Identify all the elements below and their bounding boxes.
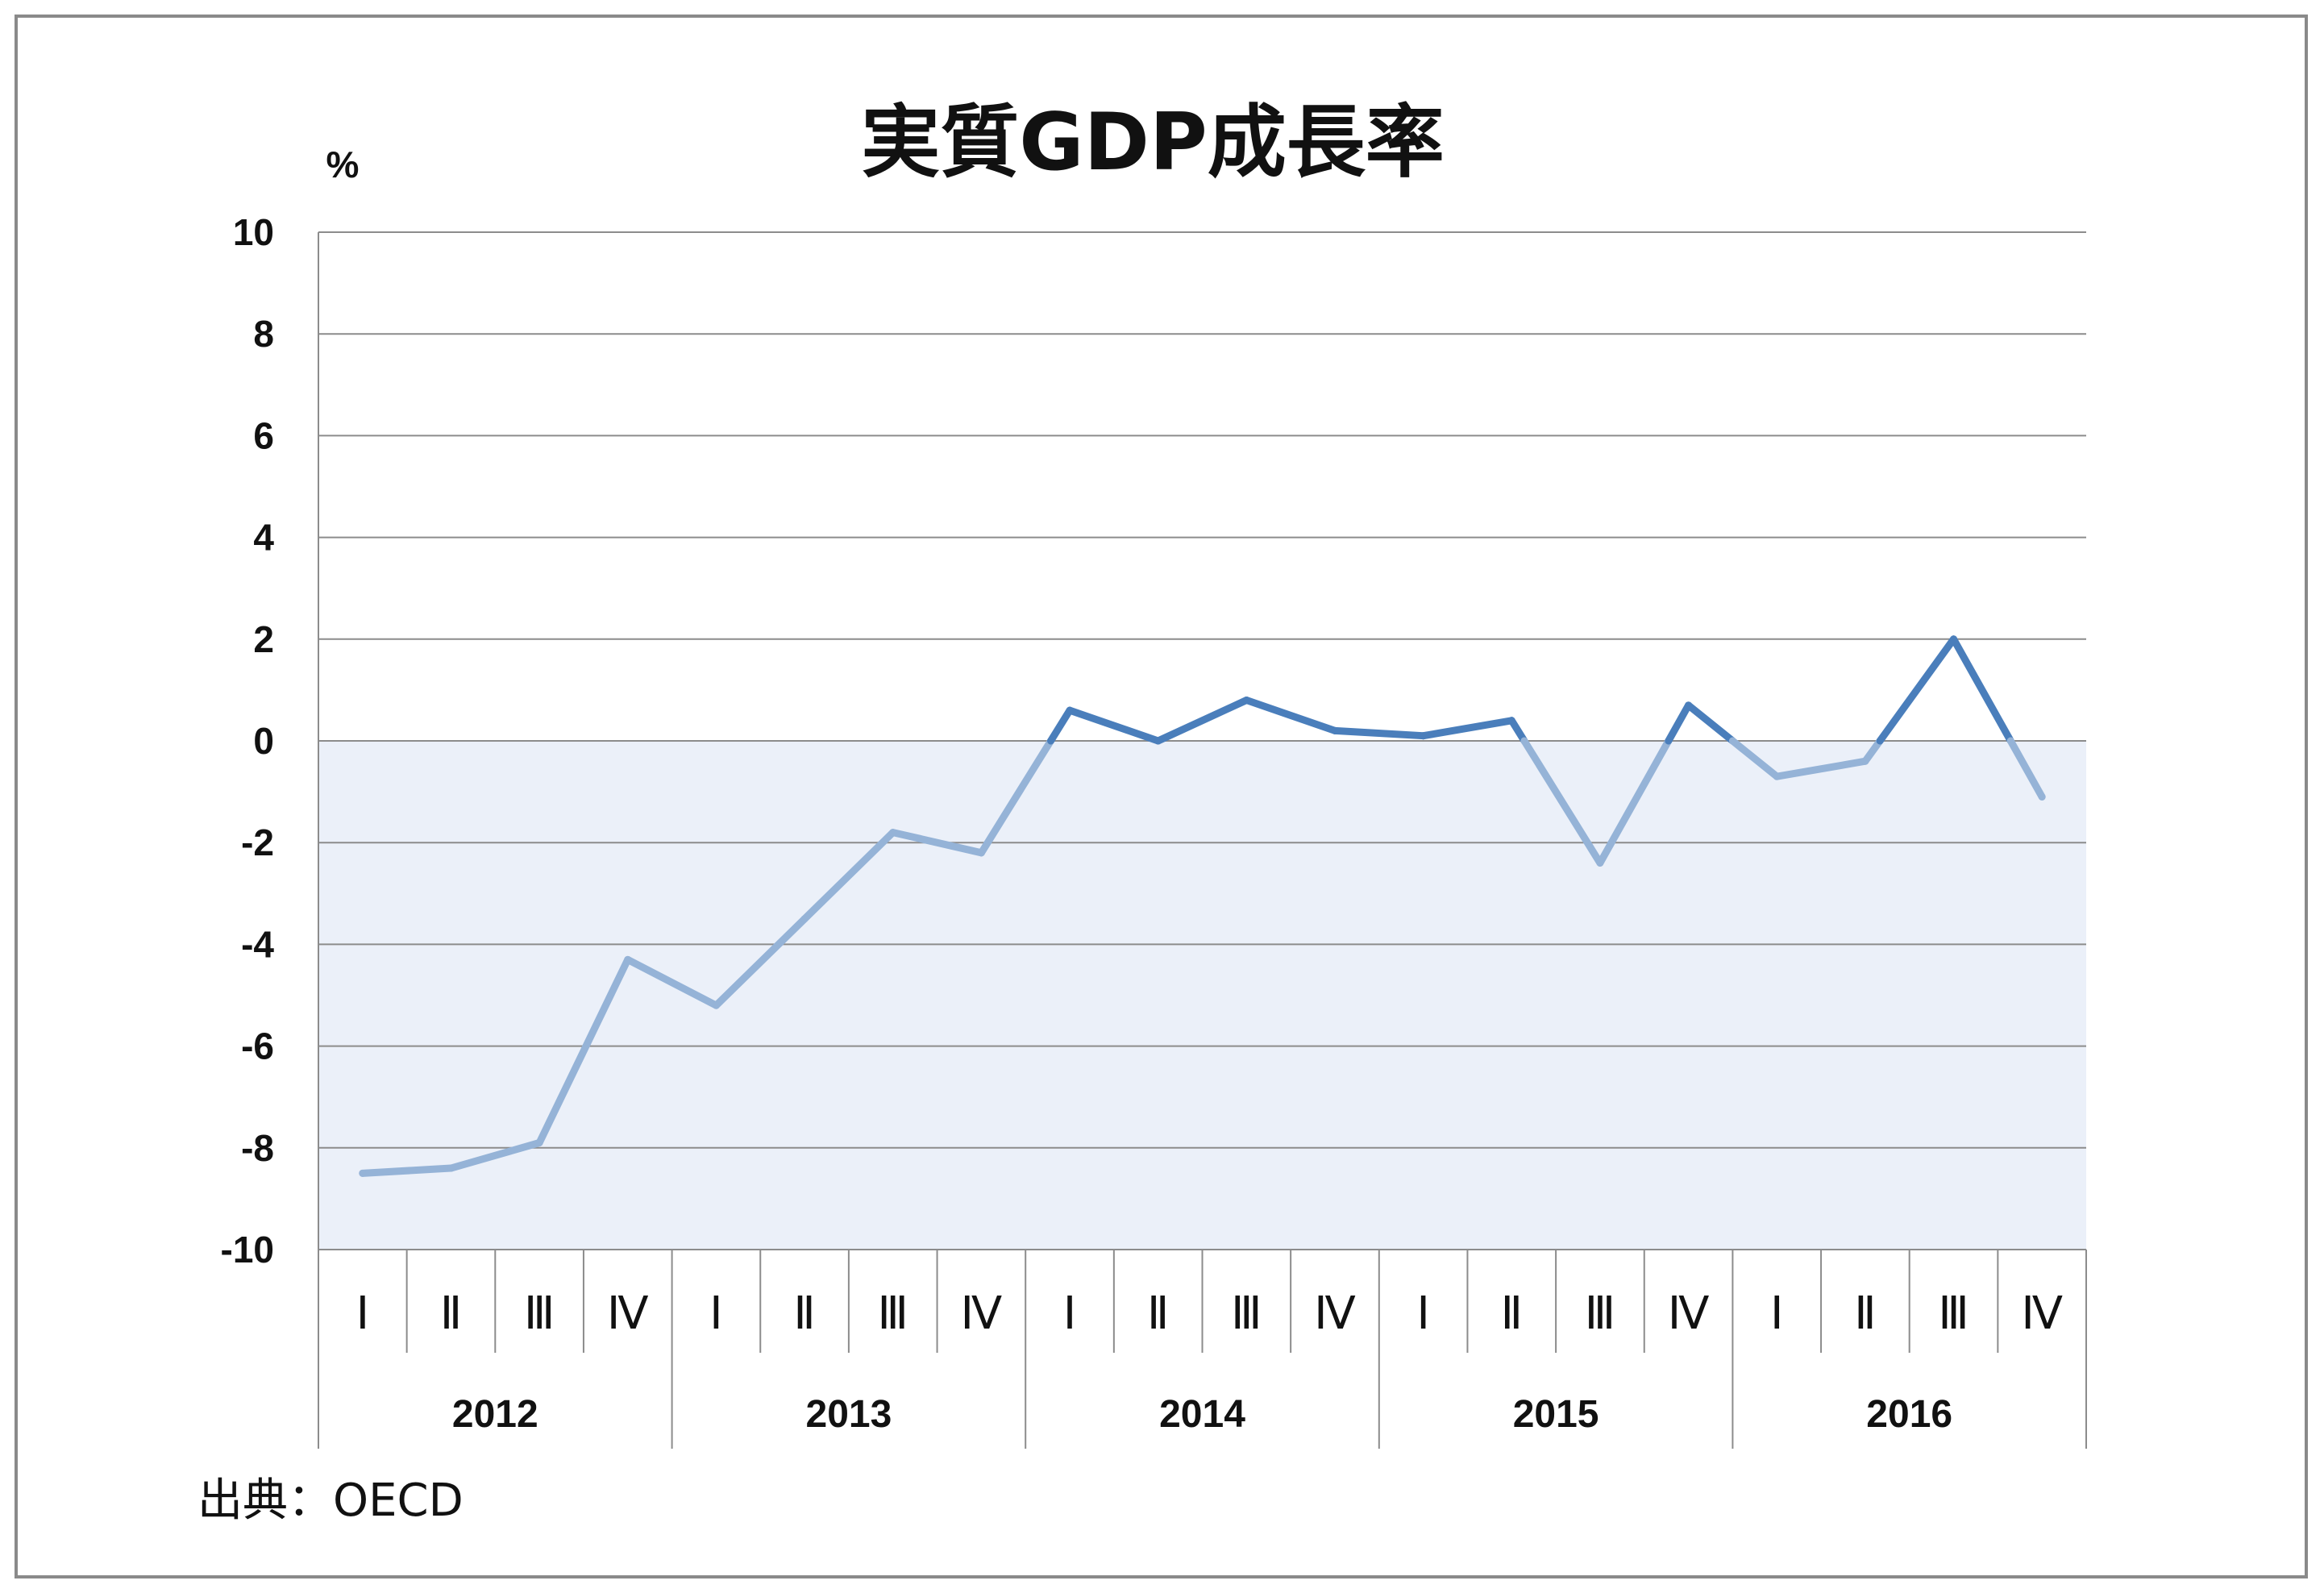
quarter-label: Ⅰ — [1063, 1289, 1077, 1339]
quarter-label: Ⅳ — [2021, 1289, 2063, 1339]
data-point — [889, 829, 897, 837]
line-segment-negative — [1773, 757, 1869, 780]
line-segment-negative — [535, 955, 632, 1146]
chart-title: 実質GDP成長率 — [861, 97, 1445, 189]
negative-region-shading — [318, 741, 2086, 1250]
y-tick-label: 4 — [253, 517, 274, 559]
quarter-label: Ⅰ — [709, 1289, 723, 1339]
data-point — [1685, 701, 1693, 709]
line-segment-negative — [359, 1164, 455, 1177]
quarter-label: Ⅲ — [524, 1289, 555, 1339]
quarter-label: Ⅱ — [793, 1289, 816, 1339]
quarter-label: Ⅲ — [877, 1289, 908, 1339]
y-axis-tick-labels: 10 8 6 4 2 0 -2 -4 -6 -8 -10 — [221, 211, 275, 1271]
data-point — [1773, 772, 1781, 780]
line-segment-positive — [1331, 726, 1428, 740]
data-point — [447, 1164, 455, 1172]
data-point — [1331, 726, 1339, 734]
quarter-label: Ⅳ — [1668, 1289, 1710, 1339]
line-segment-negative — [800, 829, 897, 923]
line-segment-positive — [1507, 717, 1528, 745]
quarter-label: Ⅳ — [607, 1289, 649, 1339]
data-point — [1420, 732, 1428, 740]
quarter-label: Ⅰ — [1416, 1289, 1430, 1339]
year-label: 2014 — [1159, 1393, 1245, 1436]
data-point — [1154, 737, 1162, 745]
line-segment-negative — [1728, 737, 1781, 780]
gridlines — [318, 231, 2086, 1250]
line-segment-positive — [1950, 635, 2014, 745]
y-tick-label: -4 — [241, 923, 274, 965]
quarter-label: Ⅲ — [1231, 1289, 1262, 1339]
quarter-label: Ⅱ — [1500, 1289, 1523, 1339]
negative-area-fill — [318, 741, 2086, 1250]
data-point — [800, 915, 809, 923]
quarter-label: Ⅰ — [356, 1289, 370, 1339]
line-segment-negative — [447, 1138, 543, 1172]
line-segment-positive — [1154, 697, 1250, 745]
line-segment-positive — [1066, 706, 1162, 745]
line-segment-negative — [2006, 737, 2046, 801]
data-point — [1066, 706, 1074, 714]
quarter-label: Ⅰ — [1770, 1289, 1784, 1339]
line-segment-positive — [1420, 717, 1515, 740]
data-point — [1861, 757, 1869, 765]
year-label: 2015 — [1513, 1393, 1599, 1436]
y-tick-label: -2 — [241, 821, 274, 863]
line-segment-positive — [1242, 697, 1339, 734]
line-segment-negative — [889, 829, 985, 857]
data-point — [977, 849, 985, 857]
y-tick-label: -8 — [241, 1127, 274, 1169]
quarter-label: Ⅱ — [1854, 1289, 1877, 1339]
quarter-label: Ⅳ — [961, 1289, 1003, 1339]
data-point — [1596, 859, 1604, 867]
quarter-label: Ⅱ — [1147, 1289, 1170, 1339]
quarter-label: Ⅱ — [440, 1289, 463, 1339]
data-point — [712, 1001, 720, 1009]
line-segment-negative — [1861, 737, 1884, 765]
y-tick-label: 2 — [253, 618, 274, 660]
data-point — [2038, 792, 2046, 801]
line-segment-positive — [1047, 706, 1074, 745]
data-point — [1507, 717, 1515, 725]
year-label: 2013 — [806, 1393, 892, 1436]
gdp-growth-line — [359, 635, 2046, 1177]
quarter-label: Ⅲ — [1585, 1289, 1616, 1339]
data-point — [624, 955, 632, 963]
line-segment-negative — [1596, 737, 1673, 867]
y-tick-label: 6 — [253, 414, 274, 456]
x-axis-category-grid: Ⅰ Ⅱ Ⅲ Ⅳ Ⅰ Ⅱ Ⅲ Ⅳ Ⅰ Ⅱ Ⅲ Ⅳ Ⅰ Ⅱ Ⅲ Ⅳ Ⅰ Ⅱ Ⅲ Ⅳ 2012 2013 2014 2015 2016 — [318, 1250, 2087, 1449]
y-tick-label: -10 — [221, 1229, 274, 1271]
source-note: 出典：OECD — [197, 1474, 464, 1527]
line-segment-positive — [1665, 701, 1693, 745]
line-segment-positive — [1876, 635, 1958, 745]
line-segment-positive — [1685, 701, 1736, 745]
year-label: 2012 — [452, 1393, 538, 1436]
quarter-label: Ⅳ — [1314, 1289, 1356, 1339]
y-tick-label: 10 — [233, 211, 274, 253]
data-point — [535, 1138, 543, 1146]
data-point — [359, 1169, 367, 1177]
quarter-label: Ⅲ — [1938, 1289, 1969, 1339]
line-segment-negative — [1520, 737, 1604, 867]
y-tick-label: 8 — [253, 313, 274, 355]
line-segment-negative — [712, 915, 809, 1009]
line-segment-negative — [624, 955, 720, 1009]
line-segment-negative — [977, 737, 1055, 857]
year-label: 2016 — [1866, 1393, 1952, 1436]
data-point — [1242, 697, 1250, 705]
y-tick-label: 0 — [253, 720, 274, 762]
data-point — [1950, 635, 1958, 643]
y-axis-unit: % — [326, 143, 360, 185]
y-tick-label: -6 — [241, 1025, 274, 1067]
